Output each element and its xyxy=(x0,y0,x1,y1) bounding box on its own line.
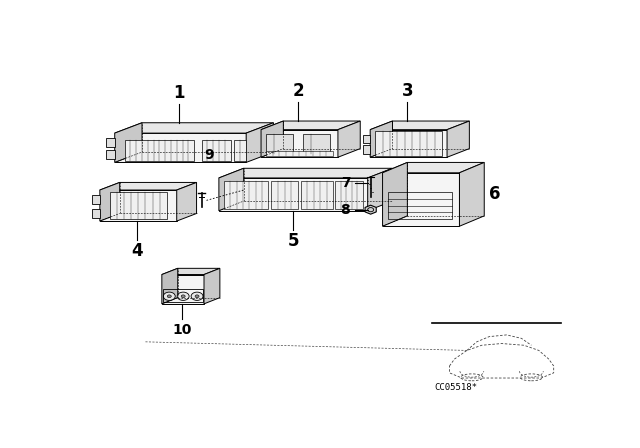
Circle shape xyxy=(195,295,199,297)
Circle shape xyxy=(163,292,175,301)
Text: 4: 4 xyxy=(131,242,143,260)
Polygon shape xyxy=(460,163,484,226)
Polygon shape xyxy=(383,163,484,173)
Polygon shape xyxy=(234,140,246,161)
Text: 3: 3 xyxy=(401,82,413,100)
Polygon shape xyxy=(92,195,100,204)
Text: 6: 6 xyxy=(489,185,500,203)
Polygon shape xyxy=(115,123,142,163)
Polygon shape xyxy=(125,140,194,161)
Polygon shape xyxy=(204,268,220,304)
Polygon shape xyxy=(162,275,204,304)
Polygon shape xyxy=(115,123,273,133)
Text: 10: 10 xyxy=(172,323,191,337)
Polygon shape xyxy=(338,121,360,157)
Circle shape xyxy=(191,292,203,301)
Polygon shape xyxy=(261,121,284,157)
Polygon shape xyxy=(303,134,330,154)
Polygon shape xyxy=(162,268,220,275)
Polygon shape xyxy=(115,133,246,163)
Polygon shape xyxy=(100,182,196,190)
Text: 8: 8 xyxy=(340,202,350,217)
Polygon shape xyxy=(383,173,460,226)
Polygon shape xyxy=(92,209,100,218)
Polygon shape xyxy=(110,193,167,220)
Circle shape xyxy=(167,295,172,297)
Text: 7: 7 xyxy=(340,176,350,190)
Polygon shape xyxy=(100,190,177,221)
Text: 9: 9 xyxy=(204,148,214,163)
Polygon shape xyxy=(261,129,338,157)
Polygon shape xyxy=(266,134,293,154)
Polygon shape xyxy=(202,140,231,161)
Polygon shape xyxy=(106,138,115,147)
Polygon shape xyxy=(365,205,376,214)
Circle shape xyxy=(181,295,185,297)
Polygon shape xyxy=(370,121,392,157)
Text: CC05518*: CC05518* xyxy=(435,383,477,392)
Polygon shape xyxy=(370,121,469,129)
Polygon shape xyxy=(100,182,120,221)
Circle shape xyxy=(177,292,189,301)
Polygon shape xyxy=(271,181,298,209)
Polygon shape xyxy=(224,181,269,209)
Polygon shape xyxy=(368,168,392,211)
Polygon shape xyxy=(447,121,469,157)
Polygon shape xyxy=(177,182,196,221)
Polygon shape xyxy=(219,178,368,211)
Polygon shape xyxy=(335,181,363,209)
Polygon shape xyxy=(363,135,370,143)
Polygon shape xyxy=(219,168,244,211)
Polygon shape xyxy=(266,151,333,155)
Polygon shape xyxy=(246,123,273,163)
Polygon shape xyxy=(106,151,115,159)
Text: 2: 2 xyxy=(292,82,304,100)
Polygon shape xyxy=(219,168,392,178)
Polygon shape xyxy=(261,121,360,129)
Text: 5: 5 xyxy=(287,232,299,250)
Polygon shape xyxy=(370,129,447,157)
Polygon shape xyxy=(363,145,370,154)
Text: 1: 1 xyxy=(173,84,185,102)
Polygon shape xyxy=(383,163,408,226)
Polygon shape xyxy=(375,131,442,155)
Polygon shape xyxy=(301,181,333,209)
Polygon shape xyxy=(162,268,178,304)
